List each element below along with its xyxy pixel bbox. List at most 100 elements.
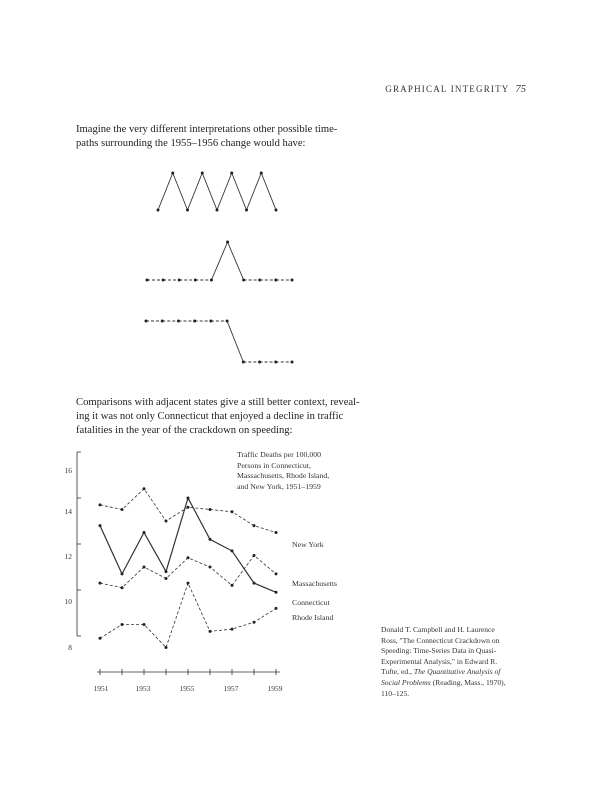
series-new-york-point (98, 503, 102, 507)
spike-timepath-point (209, 278, 213, 282)
figure-caption: Donald T. Campbell and H. Laurence Ross,… (381, 625, 531, 699)
zigzag-timepath-point (259, 171, 263, 175)
series-massachusetts-point (208, 565, 212, 569)
zigzag-timepath-point (186, 208, 189, 212)
zigzag-timepath-segment (231, 172, 247, 211)
caption-line: 110–125. (381, 688, 410, 698)
caption-line: Ross, "The Connecticut Crackdown on (381, 635, 500, 645)
step-timepath-point (160, 319, 164, 323)
series-massachusetts-point (120, 586, 124, 590)
series-connecticut-point (120, 572, 124, 576)
chart-title-line: Persons in Connecticut, (237, 460, 311, 470)
zigzag-timepath-point (171, 171, 175, 175)
step-timepath-point (209, 319, 213, 323)
y-tick-label: 16 (64, 466, 72, 475)
caption-text: (Reading, Mass., 1970), (430, 677, 506, 687)
x-tick-label: 1951 (93, 684, 109, 693)
series-rhode-island-line (99, 582, 277, 649)
series-connecticut-point (142, 531, 146, 534)
caption-book-title: Social Problems (381, 677, 431, 687)
series-connecticut-point (186, 496, 190, 500)
zigzag-timepath-point (156, 208, 160, 212)
series-rhode-island-point (186, 581, 190, 585)
chart-title: Traffic Deaths per 100,000 Persons in Co… (237, 450, 329, 492)
spike-timepath-point (274, 278, 278, 282)
zigzag-timepath-point (274, 208, 278, 212)
zigzag-timepath-segment (201, 172, 218, 211)
series-label-rhode-island: Rhode Island (292, 613, 334, 622)
spike-timepath-point (145, 278, 149, 282)
page-number: 75 (515, 84, 527, 95)
series-new-york-point (164, 519, 168, 523)
series-massachusetts-point (230, 583, 234, 587)
running-header: GRAPHICAL INTEGRITY 75 (385, 84, 526, 95)
series-new-york-point (186, 505, 190, 509)
series-connecticut-point (164, 570, 168, 574)
series-connecticut-point (274, 590, 278, 594)
zigzag-timepath-segment (246, 172, 262, 211)
paragraph-line: ing it was not only Connecticut that enj… (76, 411, 344, 422)
series-label-connecticut: Connecticut (292, 598, 330, 607)
paragraph-intro: Imagine the very different interpretatio… (76, 123, 368, 151)
step-timepath-point (290, 360, 294, 364)
step-timepath-point (176, 319, 180, 323)
spike-timepath-point (161, 278, 165, 282)
zigzag-timepath-segment (157, 172, 174, 211)
series-new-york-line (99, 488, 277, 533)
y-tick-label: 12 (64, 552, 72, 561)
series-new-york-point (142, 487, 146, 491)
y-tick-label: 14 (64, 507, 72, 516)
spike-timepath-point (193, 278, 197, 282)
chart-title-line: Traffic Deaths per 100,000 (237, 450, 322, 459)
caption-book-title: The Quantitative Analysis of (413, 667, 501, 677)
series-massachusetts-point (274, 572, 278, 576)
spike-timepath-point (258, 278, 262, 282)
zigzag-timepath-segment (216, 172, 233, 211)
spike-timepath-point (242, 278, 246, 282)
series-rhode-island-point (208, 629, 212, 633)
zigzag-timepath-segment (172, 172, 188, 211)
spike-timepath-point (177, 278, 181, 282)
series-rhode-island-point (252, 620, 256, 624)
zigzag-timepath-segment (187, 172, 203, 211)
series-massachusetts-point (142, 565, 146, 569)
series-new-york-point (252, 524, 256, 528)
zigzag-timepath-point (200, 171, 204, 175)
chart-title-line: and New York, 1951–1959 (237, 481, 321, 491)
series-rhode-island-point (120, 623, 124, 626)
y-tick-label: 8 (68, 643, 72, 652)
series-label-massachusetts: Massachusetts (292, 579, 338, 588)
step-timepath-point (241, 360, 245, 364)
series-connecticut-point (252, 581, 256, 585)
zigzag-timepath-point (230, 171, 234, 175)
spike-timepath-point (226, 240, 230, 244)
series-rhode-island-point (98, 636, 102, 640)
series-rhode-island-point (274, 606, 278, 610)
y-tick-label: 10 (64, 597, 72, 606)
caption-line: Tufte, ed., The Quantitative Analysis of (381, 667, 531, 678)
series-connecticut-point (98, 524, 102, 528)
series-connecticut-point (208, 537, 212, 541)
x-tick-label: 1955 (179, 684, 195, 693)
step-timepath-point (258, 360, 262, 364)
spike-timepath-segment (227, 241, 245, 281)
running-header-title: GRAPHICAL INTEGRITY (385, 84, 510, 94)
series-massachusetts-point (252, 554, 256, 557)
series-rhode-island-point (164, 646, 168, 649)
series-connecticut-point (230, 549, 234, 553)
series-massachusetts-point (186, 556, 190, 560)
spike-timepath-segment (211, 241, 228, 281)
series-new-york-point (230, 510, 234, 514)
paragraph-line: paths surrounding the 1955–1956 change w… (76, 138, 306, 149)
series-connecticut-line (99, 496, 277, 593)
step-timepath-point (274, 360, 278, 364)
paragraph-comparison: Comparisons with adjacent states give a … (76, 396, 368, 438)
x-tick-label: 1957 (223, 684, 239, 693)
zigzag-timepath-point (215, 208, 219, 212)
series-label-new-york: New York (292, 540, 324, 549)
caption-line: Speeding: Time-Series Data in Quasi- (381, 646, 497, 656)
paragraph-line: fatalities in the year of the crackdown … (76, 425, 293, 436)
chart-title-line: Massachusetts, Rhode Island, (237, 471, 330, 481)
caption-text: Tufte, ed., (381, 667, 414, 677)
